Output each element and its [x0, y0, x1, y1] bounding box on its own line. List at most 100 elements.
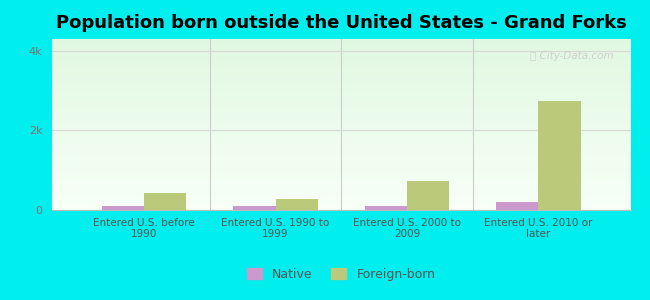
Bar [52, 170, 630, 171]
Bar [52, 155, 630, 156]
Bar [52, 165, 630, 166]
Bar [52, 41, 630, 42]
Bar [52, 194, 630, 195]
Bar [52, 61, 630, 62]
Bar [52, 180, 630, 181]
Bar [52, 111, 630, 112]
Bar [52, 86, 630, 87]
Legend: Native, Foreign-born: Native, Foreign-born [242, 263, 441, 286]
Bar [365, 206, 407, 210]
Bar [52, 52, 630, 53]
Bar [52, 78, 630, 79]
Bar [52, 151, 630, 152]
Bar [52, 208, 630, 209]
Bar [52, 102, 630, 103]
Bar [52, 129, 630, 130]
Bar [52, 167, 630, 168]
Bar [52, 179, 630, 180]
Bar [52, 207, 630, 208]
Bar [52, 199, 630, 200]
Bar [52, 178, 630, 179]
Bar [52, 158, 630, 159]
Bar [52, 124, 630, 125]
Bar [52, 46, 630, 47]
Bar [52, 98, 630, 99]
Bar [52, 96, 630, 97]
Bar [52, 206, 630, 207]
Bar [52, 146, 630, 147]
Bar [52, 135, 630, 136]
Bar [52, 169, 630, 170]
Bar [52, 132, 630, 133]
Bar [52, 114, 630, 115]
Bar [52, 99, 630, 100]
Bar [52, 182, 630, 183]
Bar [52, 127, 630, 128]
Bar [52, 140, 630, 141]
Bar [52, 45, 630, 46]
Bar [52, 109, 630, 110]
Bar [52, 107, 630, 108]
Bar [52, 130, 630, 131]
Bar [52, 50, 630, 51]
Bar [52, 39, 630, 40]
Bar [52, 160, 630, 161]
Bar [52, 133, 630, 134]
Bar [52, 205, 630, 206]
Bar [52, 49, 630, 50]
Bar [52, 101, 630, 102]
Bar [52, 141, 630, 142]
Bar [52, 100, 630, 101]
Bar [52, 195, 630, 196]
Bar [52, 183, 630, 184]
Bar [52, 105, 630, 106]
Bar [52, 149, 630, 150]
Bar [52, 56, 630, 57]
Bar [144, 193, 186, 210]
Bar [52, 197, 630, 198]
Bar [52, 58, 630, 59]
Bar [52, 198, 630, 199]
Bar [52, 191, 630, 192]
Bar [52, 103, 630, 104]
Text: ⓘ City-Data.com: ⓘ City-Data.com [530, 51, 613, 61]
Bar [52, 142, 630, 143]
Bar [52, 126, 630, 127]
Bar [52, 116, 630, 117]
Bar [52, 66, 630, 67]
Bar [52, 177, 630, 178]
Bar [52, 209, 630, 210]
Bar [52, 174, 630, 175]
Bar [52, 121, 630, 122]
Bar [52, 175, 630, 176]
Bar [52, 95, 630, 96]
Bar [52, 57, 630, 58]
Bar [52, 55, 630, 56]
Bar [52, 69, 630, 70]
Bar [52, 81, 630, 82]
Bar [52, 153, 630, 154]
Bar [52, 200, 630, 201]
Bar [276, 199, 318, 210]
Bar [52, 40, 630, 41]
Bar [52, 203, 630, 204]
Bar [52, 82, 630, 83]
Bar [52, 65, 630, 66]
Bar [52, 138, 630, 139]
Bar [52, 62, 630, 63]
Bar [52, 119, 630, 120]
Bar [52, 181, 630, 182]
Bar [52, 125, 630, 126]
Bar [52, 42, 630, 43]
Bar [52, 134, 630, 135]
Bar [52, 54, 630, 55]
Bar [52, 97, 630, 98]
Bar [52, 92, 630, 93]
Bar [52, 89, 630, 90]
Bar [52, 122, 630, 123]
Bar [52, 145, 630, 146]
Bar [52, 60, 630, 61]
Bar [52, 144, 630, 145]
Bar [52, 187, 630, 188]
Bar [52, 68, 630, 69]
